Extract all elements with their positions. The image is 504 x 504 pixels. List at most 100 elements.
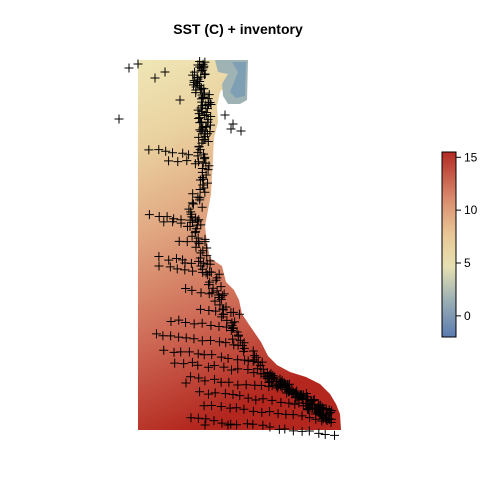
inventory-marker <box>205 277 215 287</box>
inventory-marker <box>203 178 213 188</box>
inventory-marker <box>165 262 175 272</box>
inventory-marker <box>207 350 217 360</box>
inventory-marker <box>265 407 275 417</box>
colorbar-tick-label: 15 <box>464 150 478 164</box>
inventory-marker <box>299 390 309 400</box>
inventory-marker <box>241 380 251 390</box>
inventory-marker <box>200 57 210 67</box>
inventory-marker <box>193 349 203 359</box>
inventory-marker <box>180 258 190 268</box>
inventory-marker <box>302 392 312 402</box>
inventory-marker <box>133 59 143 69</box>
inventory-marker <box>311 404 321 414</box>
inventory-marker <box>233 331 243 341</box>
inventory-marker <box>226 124 236 134</box>
inventory-marker <box>303 405 313 415</box>
inventory-marker <box>199 111 209 121</box>
inventory-marker <box>151 329 161 339</box>
inventory-marker <box>200 376 210 386</box>
inventory-marker <box>144 210 154 220</box>
inventory-marker <box>183 221 193 231</box>
inventory-marker <box>182 156 192 166</box>
inventory-marker <box>176 347 186 357</box>
inventory-marker <box>248 406 258 416</box>
inventory-marker <box>202 259 212 269</box>
inventory-marker <box>216 282 226 292</box>
inventory-marker <box>188 266 198 276</box>
inventory-marker <box>195 195 205 205</box>
inventory-marker <box>216 352 226 362</box>
inventory-marker <box>192 220 202 230</box>
inventory-marker <box>164 156 174 166</box>
inventory-marker <box>288 426 298 436</box>
inventory-marker <box>194 373 204 383</box>
inventory-marker <box>191 237 201 247</box>
inventory-marker <box>304 426 314 436</box>
inventory-marker <box>267 380 277 390</box>
inventory-marker <box>288 410 298 420</box>
inventory-marker <box>237 341 247 351</box>
inventory-marker <box>217 418 227 428</box>
inventory-marker <box>228 307 238 317</box>
inventory-marker <box>185 215 195 225</box>
inventory-marker <box>197 202 207 212</box>
inventory-marker <box>205 127 215 137</box>
inventory-marker <box>191 88 201 98</box>
inventory-marker <box>196 288 206 298</box>
inventory-marker <box>188 199 198 209</box>
inventory-marker <box>240 355 250 365</box>
inventory-marker <box>197 318 207 328</box>
inventory-marker <box>305 413 315 423</box>
colorbar-tick-label: 10 <box>464 203 478 217</box>
inventory-marker <box>222 322 232 332</box>
inventory-marker <box>285 379 295 389</box>
inventory-marker <box>181 333 191 343</box>
inventory-marker <box>211 275 221 285</box>
inventory-marker <box>294 398 304 408</box>
colorbar-tick-label: 0 <box>464 309 471 323</box>
inventory-marker <box>194 109 204 119</box>
inventory-marker <box>214 322 224 332</box>
inventory-marker <box>229 340 239 350</box>
inventory-marker <box>321 404 331 414</box>
colorbar-tick-label: 5 <box>464 256 471 270</box>
inventory-marker <box>160 67 170 77</box>
inventory-marker <box>239 346 249 356</box>
inventory-marker <box>124 63 134 73</box>
inventory-marker <box>228 119 238 129</box>
inventory-marker <box>267 395 277 405</box>
inventory-marker <box>187 357 197 367</box>
inventory-marker <box>162 212 172 222</box>
inventory-marker <box>231 403 241 413</box>
inventory-marker <box>195 184 205 194</box>
inventory-marker <box>197 117 207 127</box>
inventory-marker <box>291 388 301 398</box>
inventory-marker <box>220 389 230 399</box>
inventory-marker <box>194 215 204 225</box>
inventory-marker <box>203 165 213 175</box>
inventory-marker <box>330 430 340 440</box>
inventory-markers <box>114 56 340 440</box>
inventory-marker <box>159 217 169 227</box>
inventory-marker <box>198 101 208 111</box>
inventory-marker <box>197 125 207 135</box>
inventory-marker <box>258 420 268 430</box>
inventory-marker <box>194 256 204 266</box>
inventory-marker <box>206 120 216 130</box>
inventory-marker <box>198 92 208 102</box>
inventory-marker <box>196 304 206 314</box>
inventory-marker <box>204 289 214 299</box>
inventory-marker <box>144 145 154 155</box>
inventory-marker <box>184 150 194 160</box>
inventory-marker <box>210 374 220 384</box>
inventory-marker <box>243 393 253 403</box>
inventory-marker <box>316 400 326 410</box>
inventory-marker <box>257 407 267 417</box>
inventory-marker <box>219 362 229 372</box>
inventory-marker <box>206 336 216 346</box>
inventory-marker <box>318 414 328 424</box>
inventory-marker <box>159 345 169 355</box>
inventory-marker <box>204 305 214 315</box>
inventory-marker <box>226 365 236 375</box>
inventory-marker <box>189 334 199 344</box>
